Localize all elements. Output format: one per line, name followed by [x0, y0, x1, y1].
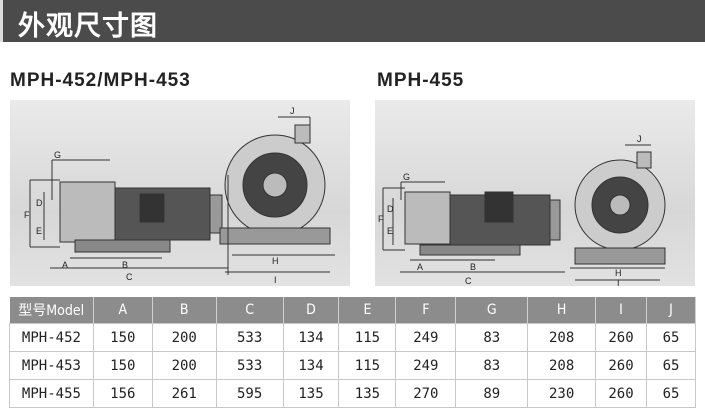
table-cell: 208: [527, 351, 597, 380]
table-row: MPH-452 150 200 533 134 115 249 83 208 260 65: [9, 323, 696, 352]
table-cell: 230: [527, 379, 597, 408]
model-title-455: MPH-455: [377, 70, 465, 91]
table-cell: 135: [282, 379, 340, 408]
dim-label-f: F: [24, 210, 30, 220]
pump-drawing-455: F D E G A B C H I J: [378, 134, 666, 288]
table-cell: 83: [455, 323, 529, 352]
table-cell: 533: [215, 351, 284, 380]
table-cell: 533: [215, 323, 284, 352]
drawing-panel-455: F D E G A B C H I J: [375, 100, 695, 288]
table-cell: 270: [395, 379, 457, 408]
table-cell: 260: [595, 351, 647, 380]
dim-label-a: A: [417, 262, 423, 272]
dim-label-d: D: [387, 204, 394, 214]
table-cell: 65: [646, 351, 696, 380]
column-header: F: [395, 297, 457, 324]
column-header: C: [216, 297, 284, 324]
table-cell: 65: [646, 323, 696, 352]
table-cell: MPH-455: [9, 379, 94, 408]
table-cell: 200: [151, 323, 217, 352]
column-header: H: [527, 297, 597, 324]
dim-label-i: I: [617, 278, 620, 286]
dim-label-d: D: [36, 198, 43, 208]
table-cell: 150: [92, 351, 153, 380]
dim-label-c: C: [465, 276, 472, 286]
dim-label-j: J: [637, 134, 642, 144]
dim-label-g: G: [403, 172, 410, 182]
column-header: E: [338, 297, 397, 324]
table-row: MPH-453 150 200 533 134 115 249 83 208 260 65: [9, 351, 696, 380]
dimension-table: 型号Model A B C D E F G H I J MPH-452 150 200 533 134 115…: [9, 297, 696, 408]
column-header: B: [152, 297, 217, 324]
model-title-452-453: MPH-452/MPH-453: [10, 70, 191, 91]
table-cell: 89: [455, 379, 529, 408]
column-header: J: [646, 297, 696, 324]
column-header: D: [283, 297, 340, 324]
dim-label-b: B: [122, 260, 128, 270]
table-cell: 134: [282, 323, 340, 352]
table-cell: 595: [215, 379, 284, 408]
table-cell: 115: [338, 351, 397, 380]
table-header-row: 型号Model A B C D E F G H I J: [9, 297, 696, 324]
table-cell: 134: [282, 351, 340, 380]
table-cell: 249: [395, 323, 457, 352]
table-cell: 260: [595, 379, 647, 408]
table-cell: MPH-452: [9, 323, 94, 352]
dim-label-h: H: [272, 256, 279, 266]
section-banner: 外观尺寸图: [0, 0, 705, 42]
column-header: G: [455, 297, 529, 324]
table-cell: 200: [151, 351, 217, 380]
drawing-panel-452-453: F D E G A B C H I J: [10, 100, 350, 286]
base-plate: [74, 239, 171, 253]
dim-label-e: E: [36, 226, 42, 236]
table-row: MPH-455 156 261 595 135 135 270 89 230 260 65: [9, 379, 696, 408]
dim-label-f: F: [378, 214, 384, 224]
table-cell: 208: [527, 323, 597, 352]
pump-head: [59, 181, 116, 243]
dim-label-e: E: [387, 226, 393, 236]
pump-drawing-452-453: F D E G A B C H I J: [24, 106, 335, 285]
table-cell: 156: [92, 379, 153, 408]
column-header: A: [93, 297, 153, 324]
dim-label-b: B: [470, 262, 476, 272]
table-cell: MPH-453: [9, 351, 94, 380]
dim-label-a: A: [62, 260, 68, 270]
section-title: 外观尺寸图: [18, 11, 158, 42]
column-header: I: [595, 297, 647, 324]
table-cell: 135: [338, 379, 397, 408]
dim-label-g: G: [54, 150, 61, 160]
table-cell: 65: [646, 379, 696, 408]
table-cell: 249: [395, 351, 457, 380]
dim-label-i: I: [274, 275, 277, 285]
column-header: 型号Model: [9, 297, 94, 324]
table-cell: 83: [455, 351, 529, 380]
dim-label-h: H: [615, 268, 622, 278]
dim-label-c: C: [126, 272, 133, 282]
dim-label-j: J: [290, 106, 295, 116]
table-cell: 260: [595, 323, 647, 352]
table-cell: 150: [92, 323, 153, 352]
table-cell: 115: [338, 323, 397, 352]
table-cell: 261: [151, 379, 217, 408]
